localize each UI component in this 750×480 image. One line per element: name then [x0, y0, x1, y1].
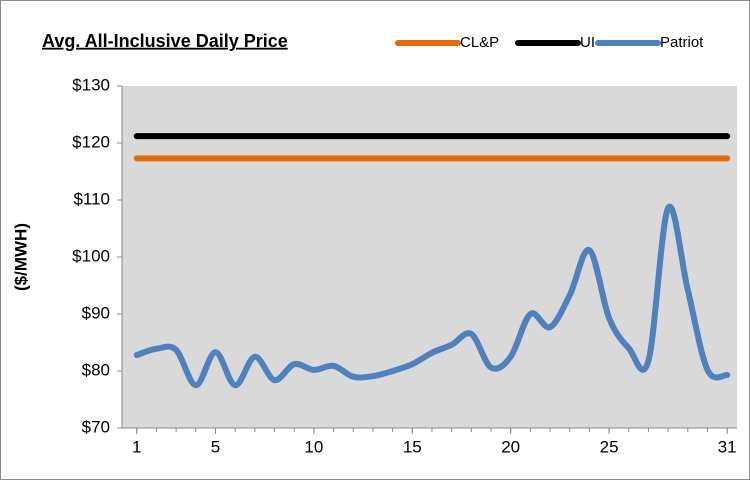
y-tick-label: $130 — [72, 75, 110, 94]
y-axis-label: ($/MWH) — [11, 223, 30, 291]
y-tick-label: $120 — [72, 132, 110, 151]
legend-label: CL&P — [460, 34, 499, 51]
y-tick-label: $110 — [73, 189, 110, 208]
legend-label: Patriot — [660, 34, 704, 51]
legend-label: UI — [580, 34, 595, 51]
y-tick-label: $100 — [72, 246, 110, 265]
x-tick-label: 20 — [501, 437, 520, 456]
x-tick-label: 10 — [304, 437, 323, 456]
x-tick-label: 15 — [403, 437, 422, 456]
x-tick-label: 5 — [211, 437, 220, 456]
y-tick-label: $80 — [82, 360, 110, 379]
y-tick-label: $70 — [82, 417, 110, 436]
y-tick-label: $90 — [82, 303, 110, 322]
x-tick-label: 1 — [132, 437, 141, 456]
line-series — [133, 203, 731, 389]
x-tick-label: 25 — [600, 437, 619, 456]
x-tick-label: 31 — [718, 437, 737, 456]
chart-title: Avg. All-Inclusive Daily Price — [42, 31, 288, 51]
